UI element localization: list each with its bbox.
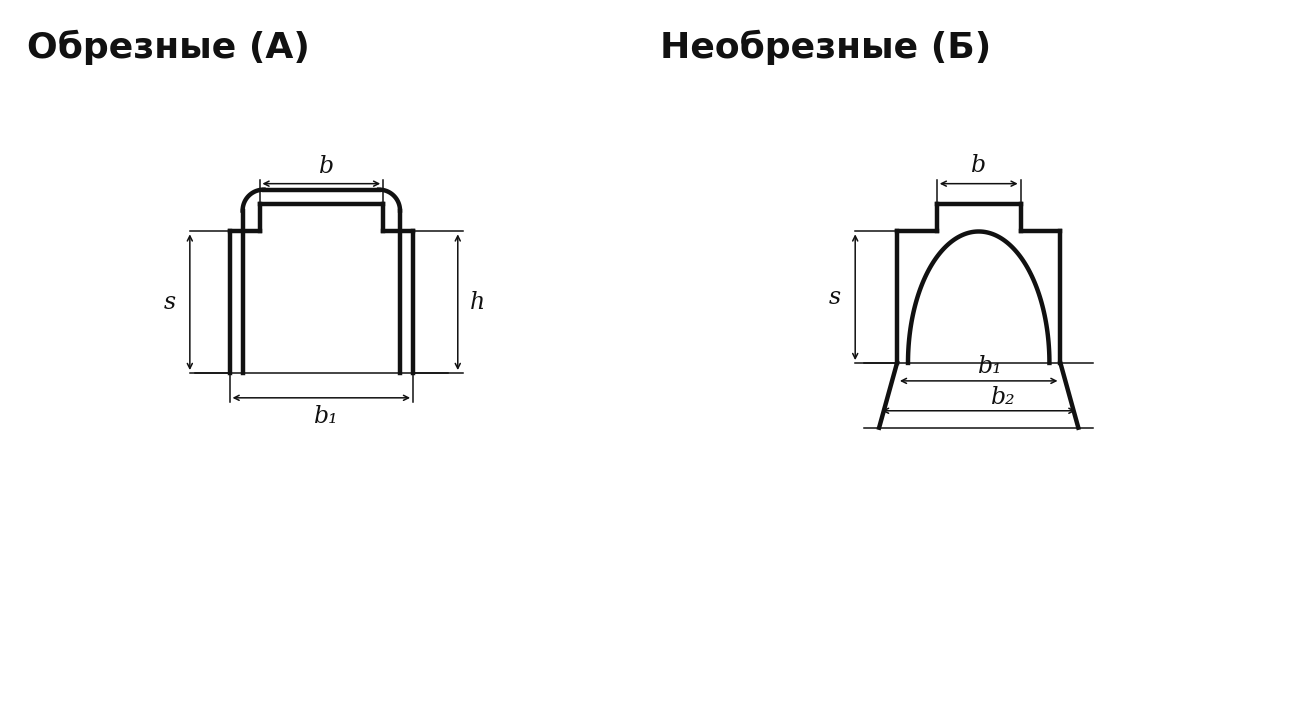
- Text: Необрезные (Б): Необрезные (Б): [661, 30, 991, 65]
- Text: b: b: [971, 154, 986, 177]
- Text: b₁: b₁: [314, 405, 339, 428]
- Text: h: h: [470, 291, 485, 314]
- Text: b₁: b₁: [978, 356, 1003, 378]
- Text: Обрезные (А): Обрезные (А): [27, 30, 310, 65]
- Text: b: b: [319, 155, 334, 179]
- Text: b₂: b₂: [991, 387, 1016, 409]
- Text: s: s: [829, 285, 841, 309]
- Text: s: s: [164, 291, 177, 314]
